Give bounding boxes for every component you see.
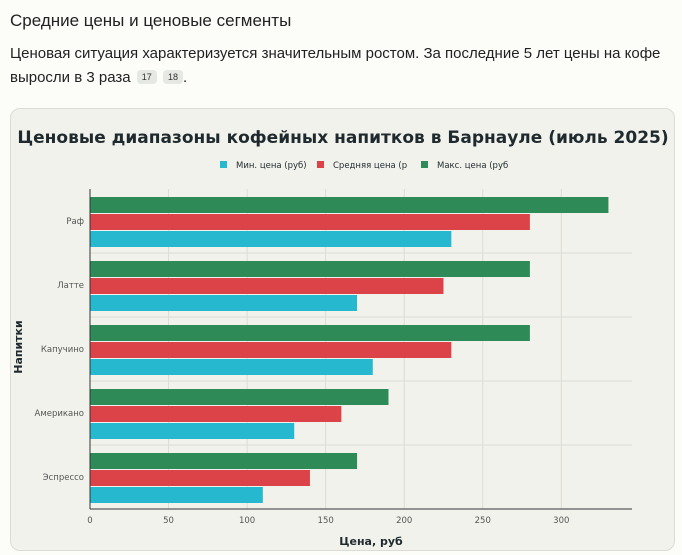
x-tick-label: 0 xyxy=(87,516,92,526)
bar xyxy=(90,214,530,230)
y-tick-label: Американо xyxy=(35,409,84,419)
legend-swatch xyxy=(421,161,428,168)
bar xyxy=(90,342,452,358)
bar xyxy=(90,389,389,405)
bar xyxy=(90,406,342,422)
y-axis: Раф Латте Капучино Американо Эспрессо xyxy=(35,189,91,509)
bar xyxy=(90,325,530,341)
section-paragraph: Ценовая ситуация характеризуется значите… xyxy=(10,42,670,90)
bar xyxy=(90,278,444,294)
y-tick-label: Эспрессо xyxy=(43,473,84,483)
x-tick-label: 50 xyxy=(163,516,174,526)
x-tick-label: 200 xyxy=(396,516,412,526)
bar xyxy=(90,359,373,375)
bar xyxy=(90,453,358,469)
price-range-chart: Ценовые диапазоны кофейных напитков в Ба… xyxy=(12,128,669,548)
legend-label: Мин. цена (руб) xyxy=(236,161,307,171)
legend-label: Макс. цена (руб xyxy=(437,161,508,171)
y-tick-label: Раф xyxy=(66,217,84,227)
bar xyxy=(90,197,609,213)
bar xyxy=(90,261,530,277)
x-tick-label: 300 xyxy=(553,516,569,526)
legend-swatch xyxy=(220,161,227,168)
section-title: Средние цены и ценовые сегменты xyxy=(10,11,292,30)
y-tick-label: Латте xyxy=(57,281,84,291)
bar xyxy=(90,295,358,311)
paragraph-text: Ценовая ситуация характеризуется значите… xyxy=(10,45,661,86)
y-tick-label: Капучино xyxy=(41,345,84,355)
citation-badge[interactable]: 17 xyxy=(136,70,157,84)
bar xyxy=(90,470,310,486)
legend-label: Средняя цена (р xyxy=(333,161,407,171)
x-tick-label: 100 xyxy=(239,516,255,526)
x-axis: 0 50 100 150 200 250 300 xyxy=(87,508,632,526)
legend-swatch xyxy=(317,161,324,168)
chart-legend: Мин. цена (руб) Средняя цена (р Макс. цена… xyxy=(220,161,508,171)
chart-card: Ценовые диапазоны кофейных напитков в Ба… xyxy=(10,108,675,551)
x-axis-label: Цена, руб xyxy=(339,535,403,548)
chart-bars xyxy=(90,197,609,503)
bar xyxy=(90,487,263,503)
y-axis-label: Напитки xyxy=(12,320,25,374)
bar xyxy=(90,231,452,247)
citation-badge[interactable]: 18 xyxy=(162,70,183,84)
chart-title: Ценовые диапазоны кофейных напитков в Ба… xyxy=(17,128,668,148)
x-tick-label: 250 xyxy=(475,516,491,526)
x-tick-label: 150 xyxy=(318,516,334,526)
bar xyxy=(90,423,295,439)
paragraph-end: . xyxy=(183,69,188,86)
